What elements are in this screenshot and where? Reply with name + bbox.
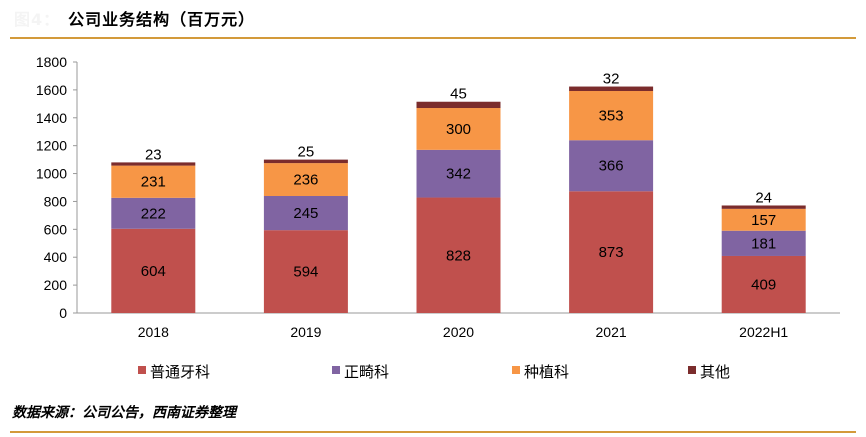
source-note: 数据来源：公司公告，西南证券整理 [12,405,236,421]
y-tick-label: 600 [44,221,68,237]
x-tick-label: 2020 [443,324,474,340]
data-label: 604 [141,263,166,280]
data-label: 181 [751,235,776,252]
bar-segment [721,255,806,313]
legend-label: 正畸科 [344,364,389,381]
legend-label: 普通牙科 [150,364,210,381]
data-label: 873 [599,244,624,261]
data-label: 23 [145,146,162,163]
bar-segment [416,101,501,109]
bar-segment [111,165,196,198]
bar-segment [721,230,806,256]
stacked-bar-chart: 0 200 400 600 800 1000 1200 1400 1600 1800 604 222 2… [36,54,840,381]
legend-swatch [332,366,340,374]
data-label: 366 [599,158,624,175]
data-label: 236 [293,172,318,189]
data-label: 342 [446,166,471,183]
y-tick-label: 800 [44,193,68,209]
legend-swatch [512,366,520,374]
bar-segment [416,197,501,313]
bar-segment [263,163,348,197]
data-label: 157 [751,212,776,229]
bar-segment [569,140,654,192]
data-label: 300 [446,121,471,138]
x-tick-label: 2021 [596,324,627,340]
x-tick-label: 2019 [290,324,321,340]
data-label: 25 [298,144,315,161]
legend-swatch [138,366,146,374]
bar-segment [111,197,196,229]
x-tick-label: 2022H1 [739,324,788,340]
bar-segment [416,149,501,198]
legend-label: 种植科 [524,364,569,381]
y-tick-label: 1600 [36,82,67,98]
y-tick-label: 1800 [36,54,67,70]
y-tick-label: 1000 [36,166,67,182]
data-label: 45 [450,86,467,103]
data-label: 828 [446,247,471,264]
bar-segment [111,162,196,166]
data-label: 32 [603,71,620,88]
data-label: 231 [141,174,166,191]
y-tick-label: 0 [59,305,67,321]
bar-segment [111,228,196,313]
bar-segment [569,86,654,92]
bar-segment [263,230,348,313]
legend-label: 其他 [700,364,730,381]
bar-segment [569,191,654,313]
data-label: 594 [293,264,318,281]
data-label: 409 [751,276,776,293]
bar-segment [263,159,348,164]
title-text: 公司业务结构（百万元） [68,10,256,29]
x-tick-label: 2018 [138,324,169,340]
bar-segment [721,205,806,209]
bar-segment [569,91,654,141]
bar-segment [416,108,501,150]
y-tick-label: 200 [44,277,68,293]
y-tick-label: 400 [44,249,68,265]
data-label: 245 [293,205,318,222]
bottom-rule [10,431,856,433]
top-rule [10,37,856,39]
legend-swatch [688,366,696,374]
data-label: 353 [599,108,624,125]
chart-title: 图4： 公司业务结构（百万元） [14,6,255,30]
bar-segment [721,208,806,231]
y-tick-label: 1200 [36,138,67,154]
y-tick-label: 1400 [36,110,67,126]
data-label: 222 [141,205,166,222]
figure-label: 图4： [14,10,61,29]
data-label: 24 [755,189,772,206]
bar-segment [263,196,348,231]
